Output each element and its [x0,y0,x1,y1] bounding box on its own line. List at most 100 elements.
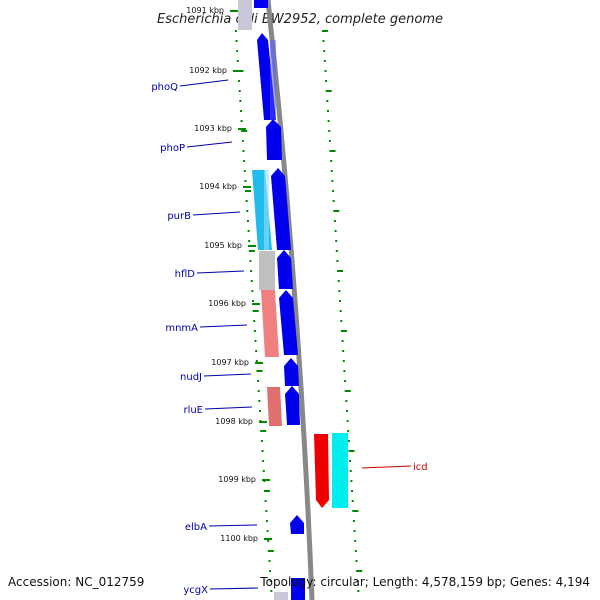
gene-arrow-mnmA [261,290,279,357]
gc-dot [348,450,355,452]
gc-dot [351,500,354,502]
gc-dot [356,580,359,582]
position-ticks: 1091 kbp 1092 kbp 1093 kbp 1094 kbp 1095 kbp… [186,6,272,543]
gc-dot [351,490,354,492]
tick-mark [233,70,241,72]
gene-label-purB[interactable]: purB [167,211,191,222]
gene-leader-line [179,79,229,87]
gc-dot [323,50,326,52]
gc-dot [355,560,358,562]
gc-dot [323,60,326,62]
gc-dot [345,400,348,402]
gene-arrow-forward-1 [271,168,291,250]
gc-dot [265,510,268,512]
gc-dot [234,30,237,32]
gene-leader-line [209,587,259,590]
gc-dot [325,90,332,92]
gene-leader-line [196,270,245,274]
gc-dot [324,70,327,72]
gc-dot [344,380,347,382]
gc-dot [239,110,242,112]
gc-dot [346,420,349,422]
tick-label: 1096 kbp [208,299,246,308]
gc-dot [336,260,339,262]
tick-mark [262,479,270,481]
gc-dot [249,260,252,262]
gc-dot [267,550,274,552]
gc-dot [246,210,249,212]
gc-dot [335,240,338,242]
gc-dotted-tracks [234,30,363,592]
gc-dot [269,580,272,582]
gc-dot [258,410,261,412]
tick-label: 1097 kbp [211,358,249,367]
tick-mark [243,186,251,188]
gene-leader-line [208,524,258,527]
tick-mark [238,128,246,130]
gc-dot [255,360,258,362]
gene-label-icd[interactable]: icd [413,462,428,473]
gene-label-mnmA[interactable]: mnmA [165,323,198,334]
feature-track [238,0,348,600]
gene-label-hflD[interactable]: hflD [175,269,196,280]
gene-label-ycgX[interactable]: ycgX [183,585,208,596]
gc-dot [236,60,239,62]
gc-dot [333,210,340,212]
gc-dot [321,30,328,32]
gene-shade [270,40,276,120]
gene-block-hflD [259,251,275,290]
tick-mark [248,245,256,247]
gc-dot [327,120,330,122]
tick-label: 1098 kbp [215,417,253,426]
gc-dot [331,180,334,182]
gc-dot [326,110,329,112]
gene-arrow-rluE [267,387,282,426]
tick-label: 1099 kbp [218,475,256,484]
gc-dot [337,270,344,272]
gc-dot [238,80,241,82]
gene-label-phoQ[interactable]: phoQ [151,82,178,93]
gc-dot [251,290,254,292]
gc-dot [328,140,331,142]
gc-dot [356,570,363,572]
gene-label-phoP[interactable]: phoP [160,143,185,154]
feature-blue-top [254,0,268,8]
gc-dot [340,330,347,332]
gc-dot [252,300,254,302]
gc-dot [246,220,249,222]
gc-dot [343,370,346,372]
gene-label-elbA[interactable]: elbA [185,522,207,533]
gc-dot [264,490,271,492]
feature-gray-top [238,0,252,30]
tick-label: 1092 kbp [189,66,227,75]
gc-dot [338,290,341,292]
gene-leader-line [203,373,252,377]
gc-dot [322,40,325,42]
gc-dot [244,180,247,182]
gene-label-nudJ[interactable]: nudJ [180,372,202,383]
gene-arrow-phoP [266,119,282,160]
gc-dot [238,90,241,92]
gc-dot [255,350,258,352]
tick-label: 1094 kbp [199,182,237,191]
gc-dot [247,230,250,232]
gc-dot [344,390,351,392]
gc-dot [333,220,336,222]
gene-block-cyan [332,433,348,508]
gc-dot [252,310,259,312]
gc-dot [264,500,267,502]
gc-dot [253,320,256,322]
gc-dot [347,440,350,442]
gc-dot [260,440,263,442]
gene-arrow-mnmA-fwd [279,290,298,355]
gene-leader-line [204,406,253,410]
gc-dot [250,280,253,282]
gene-leader-line [192,211,241,216]
gc-dot [347,430,350,432]
gc-dot [267,540,270,542]
gc-dot [260,430,267,432]
tick-mark [259,421,267,423]
tick-label: 1091 kbp [186,6,224,15]
gene-label-rluE[interactable]: rluE [183,405,203,416]
